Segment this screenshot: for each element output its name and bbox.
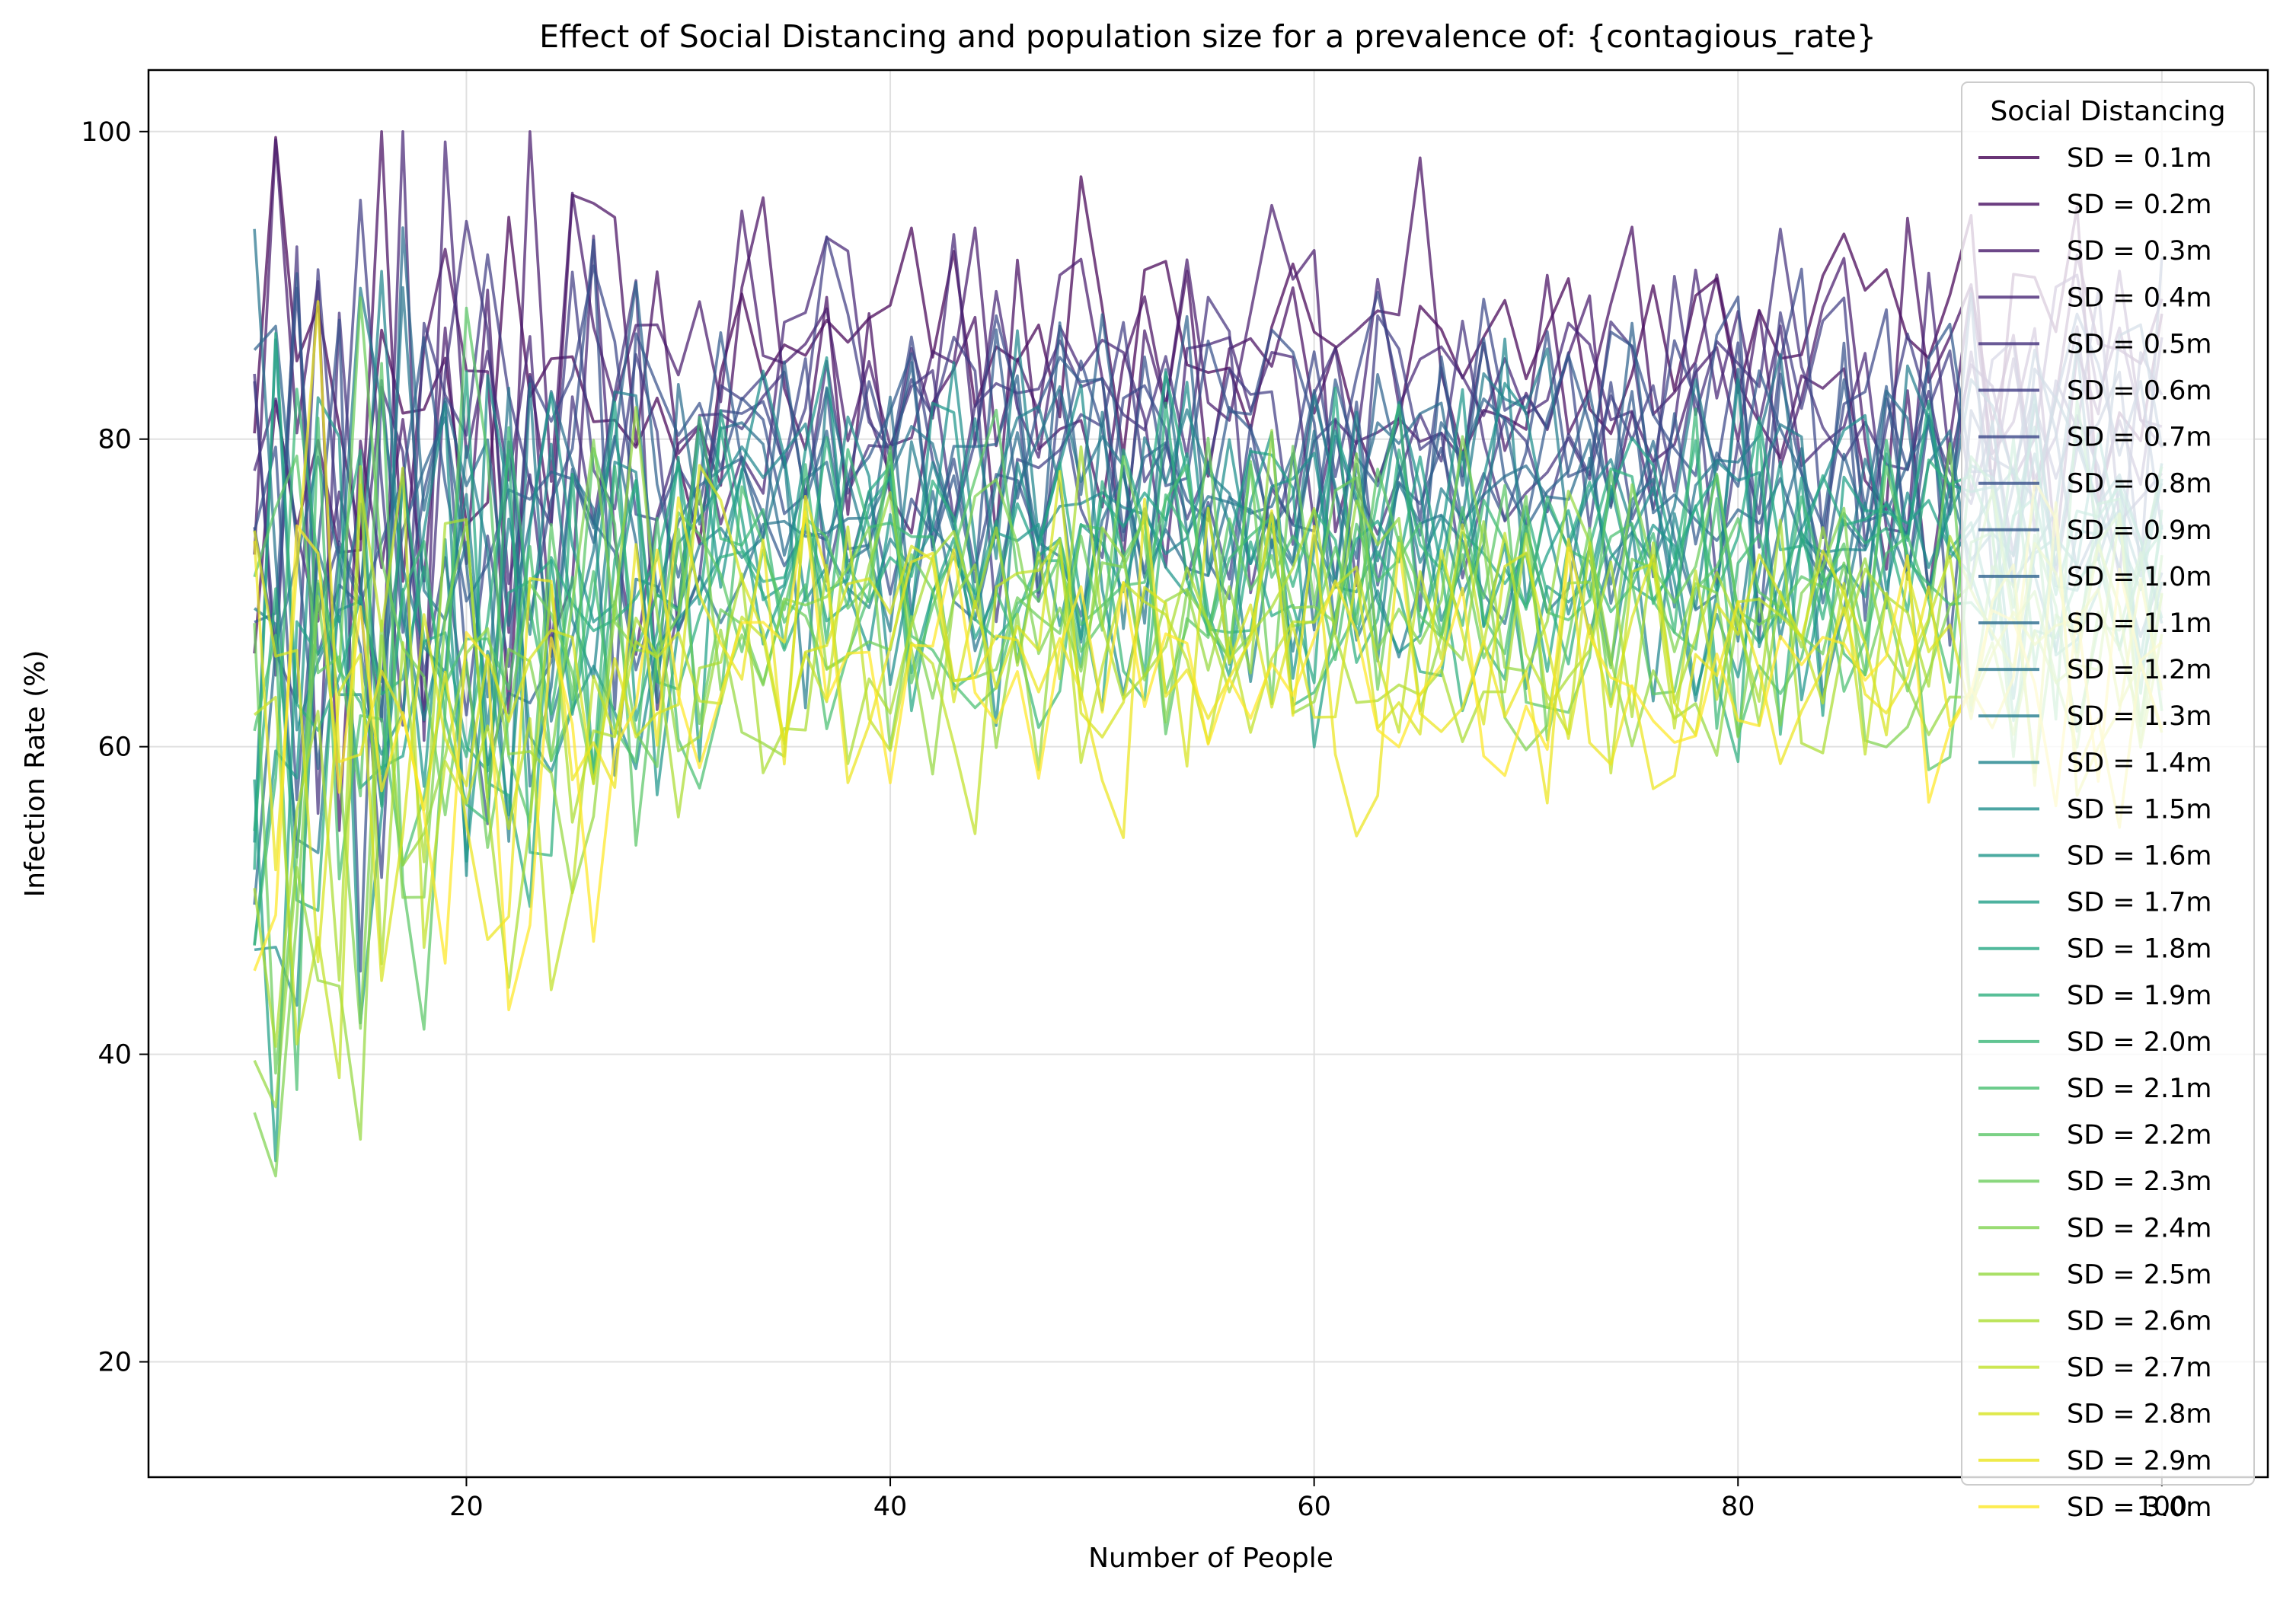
legend-label: SD = 2.4m xyxy=(2067,1213,2212,1243)
legend-label: SD = 0.5m xyxy=(2067,329,2212,359)
legend-label: SD = 2.6m xyxy=(2067,1307,2212,1337)
x-axis-ticks: 20 40 60 80 100 xyxy=(449,1477,2187,1522)
series-line xyxy=(253,306,2163,1031)
series-line xyxy=(253,130,2163,832)
x-tick-label: 20 xyxy=(449,1492,484,1522)
series-line xyxy=(253,510,2163,1012)
x-tick-label: 100 xyxy=(2136,1492,2187,1522)
legend-label: SD = 0.3m xyxy=(2067,236,2212,266)
series-line xyxy=(253,238,2163,973)
y-tick-label: 40 xyxy=(97,1040,132,1071)
legend-label: SD = 0.2m xyxy=(2067,190,2212,220)
legend-label: SD = 2.2m xyxy=(2067,1120,2212,1151)
series-line xyxy=(253,296,2163,1075)
legend-label: SD = 1.5m xyxy=(2067,794,2212,825)
legend-label: SD = 1.3m xyxy=(2067,701,2212,732)
legend-label: SD = 1.7m xyxy=(2067,888,2212,918)
y-axis-label: Infection Rate (%) xyxy=(20,650,51,898)
legend-label: SD = 1.9m xyxy=(2067,981,2212,1011)
y-tick-label: 100 xyxy=(81,117,132,148)
legend-title: Social Distancing xyxy=(1990,96,2225,127)
legend-label: SD = 1.2m xyxy=(2067,655,2212,685)
legend-label: SD = 2.9m xyxy=(2067,1446,2212,1476)
series-line xyxy=(253,136,2163,546)
legend-label: SD = 3.0m xyxy=(2067,1492,2212,1523)
chart-title: Effect of Social Distancing and populati… xyxy=(539,18,1876,55)
legend: Social Distancing SD = 0.1m SD = 0.2m SD =… xyxy=(1961,81,2255,1523)
legend-label: SD = 0.8m xyxy=(2067,469,2212,499)
x-tick-label: 80 xyxy=(1721,1492,1755,1522)
series-line xyxy=(253,464,2163,982)
legend-label: SD = 0.9m xyxy=(2067,515,2212,546)
legend-label: SD = 1.0m xyxy=(2067,562,2212,592)
x-axis-label: Number of People xyxy=(1088,1543,1333,1574)
series-lines xyxy=(253,130,2163,1178)
legend-label: SD = 1.1m xyxy=(2067,608,2212,639)
legend-label: SD = 2.8m xyxy=(2067,1400,2212,1430)
legend-label: SD = 0.1m xyxy=(2067,143,2212,174)
legend-label: SD = 0.4m xyxy=(2067,282,2212,313)
legend-label: SD = 1.8m xyxy=(2067,934,2212,965)
y-tick-label: 20 xyxy=(97,1348,132,1378)
y-tick-label: 60 xyxy=(97,732,132,763)
series-line xyxy=(253,300,2163,941)
legend-label: SD = 0.6m xyxy=(2067,376,2212,407)
x-tick-label: 60 xyxy=(1297,1492,1331,1522)
legend-label: SD = 2.0m xyxy=(2067,1027,2212,1058)
legend-label: SD = 1.4m xyxy=(2067,748,2212,778)
y-tick-label: 80 xyxy=(97,425,132,455)
series-line xyxy=(253,445,2163,1048)
legend-label: SD = 0.7m xyxy=(2067,423,2212,453)
series-line xyxy=(253,264,2163,879)
legend-label: SD = 2.7m xyxy=(2067,1353,2212,1384)
legend-label: SD = 2.3m xyxy=(2067,1167,2212,1197)
plot-frame xyxy=(147,69,2269,1479)
x-tick-label: 40 xyxy=(873,1492,908,1522)
legend-label: SD = 2.5m xyxy=(2067,1259,2212,1290)
legend-label: SD = 1.6m xyxy=(2067,841,2212,872)
y-axis-ticks: 20 40 60 80 100 xyxy=(81,117,148,1378)
legend-label: SD = 2.1m xyxy=(2067,1074,2212,1104)
